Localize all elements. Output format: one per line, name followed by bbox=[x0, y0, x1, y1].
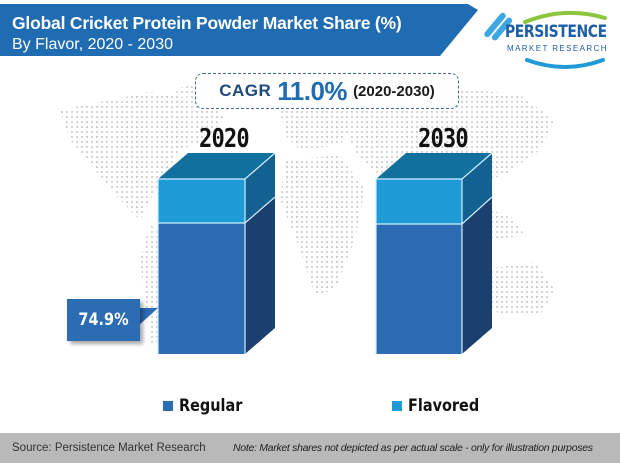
regular-2020-callout: 74.9% bbox=[67, 299, 140, 341]
cagr-box: CAGR 11.0% (2020-2030) bbox=[195, 73, 459, 109]
bar-2020-regular-segment bbox=[158, 223, 245, 354]
note-text: Note: Market shares not depicted as per … bbox=[233, 442, 593, 454]
logo-tagline: MARKET RESEARCH bbox=[507, 44, 608, 53]
logo-swoosh-icon bbox=[523, 10, 607, 69]
cagr-period: (2020-2030) bbox=[353, 82, 435, 100]
bar-2030-flavored-segment bbox=[376, 179, 462, 224]
callout-value: 74.9% bbox=[78, 310, 129, 330]
footer-bar: Source: Persistence Market Research Note… bbox=[0, 433, 620, 463]
title-banner: Global Cricket Protein Powder Market Sha… bbox=[0, 4, 478, 56]
legend-label-flavored: Flavored bbox=[408, 396, 480, 416]
bar-2020-flavored-side bbox=[245, 153, 275, 223]
bar-2030-regular-segment bbox=[376, 224, 462, 354]
chart-title: Global Cricket Protein Powder Market Sha… bbox=[12, 13, 402, 33]
bar-2020 bbox=[157, 152, 276, 354]
bar-2030-top-face bbox=[376, 153, 492, 179]
source-text: Source: Persistence Market Research bbox=[12, 442, 206, 454]
logo-name: PERSISTENCE bbox=[505, 22, 607, 42]
callout-pointer bbox=[138, 308, 158, 326]
persistence-logo: PERSISTENCE MARKET RESEARCH bbox=[505, 8, 620, 78]
year-label-2030: 2030 bbox=[418, 124, 469, 154]
legend-item-flavored: Flavored bbox=[392, 396, 492, 416]
cagr-value: 11.0% bbox=[277, 75, 348, 106]
legend-swatch-flavored bbox=[392, 401, 402, 411]
bar-2020-flavored-segment bbox=[158, 179, 245, 223]
chart-subtitle: By Flavor, 2020 - 2030 bbox=[12, 36, 173, 53]
bar-2030-flavored-side bbox=[462, 153, 492, 224]
legend-item-regular: Regular bbox=[163, 396, 254, 416]
bar-2020-regular-side bbox=[245, 197, 275, 354]
year-label-2020: 2020 bbox=[199, 124, 250, 154]
bar-2030-regular-side bbox=[462, 197, 492, 354]
bar-2030 bbox=[375, 152, 493, 354]
legend-label-regular: Regular bbox=[179, 396, 243, 416]
legend-swatch-regular bbox=[163, 401, 173, 411]
bar-2020-top-face bbox=[158, 153, 275, 179]
cagr-label: CAGR bbox=[219, 81, 272, 100]
